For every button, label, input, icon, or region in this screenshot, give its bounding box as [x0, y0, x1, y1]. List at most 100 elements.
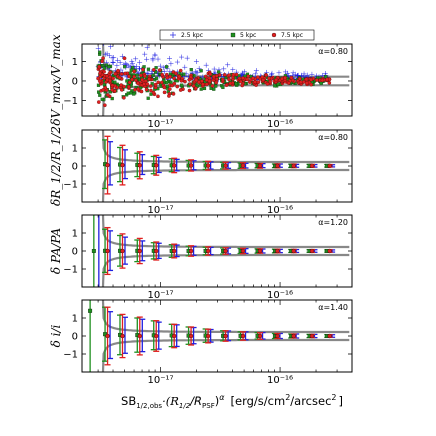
scatter-point-7-5-kpc [298, 80, 303, 85]
scatter-point-7-5-kpc [122, 84, 126, 89]
scatter-point-5-kpc [169, 80, 173, 84]
scatter-point-7-5-kpc [103, 103, 107, 108]
scatter-point-7-5-kpc [210, 84, 215, 88]
xlabel-sub2: 1/2 [179, 402, 191, 410]
scatter-point-5-kpc [102, 82, 106, 87]
scatter-point-7-5-kpc [245, 77, 250, 82]
scatter-point-7-5-kpc [274, 77, 279, 82]
envelope-curve-lower [101, 168, 350, 202]
scatter-point-5-kpc [126, 91, 130, 95]
legend-label-2-5-kpc: 2.5 kpc [181, 32, 203, 39]
scatter-point-7-5-kpc [304, 77, 309, 82]
scatter-point-5-kpc [107, 65, 111, 69]
plot-area [91, 215, 350, 287]
marker-7-5-kpc [309, 248, 315, 254]
marker-7-5-kpc [172, 333, 177, 339]
y-tick-label: 0 [72, 332, 78, 343]
alpha-annotation: α=0.80 [318, 47, 348, 56]
x-tick-label: 10⁻¹⁷ [148, 290, 174, 301]
legend-label-7-5-kpc: 7.5 kpc [281, 32, 303, 39]
scatter-point-7-5-kpc [178, 68, 183, 73]
scatter-point-5-kpc [165, 80, 169, 85]
scatter-point-5-kpc [113, 80, 117, 84]
marker-5-kpc [88, 308, 93, 313]
scatter-point-7-5-kpc [267, 76, 271, 81]
x-tick-label: 10⁻¹⁷ [148, 119, 174, 130]
scatter-point-7-5-kpc [298, 76, 302, 81]
legend: 2.5 kpc 5 kpc 7.5 kpc [159, 29, 315, 41]
plot-area [101, 130, 350, 202]
scatter-point-5-kpc [125, 93, 129, 97]
scatter-point-7-5-kpc [130, 77, 134, 82]
scatter-point-7-5-kpc [102, 69, 106, 74]
scatter-point-5-kpc [164, 65, 169, 69]
marker-7-5-kpc [105, 162, 110, 168]
scatter-point-5-kpc [110, 96, 114, 101]
panel-2: −1 0 1 10⁻¹⁷ 10⁻¹⁶ α=0.80 δR_1/2/R_1/2 [49, 126, 353, 216]
scatter-point-7-5-kpc [207, 79, 212, 84]
marker-7-5-kpc [309, 163, 315, 168]
scatter-point-5-kpc [199, 69, 203, 73]
scatter-point-7-5-kpc [108, 78, 112, 83]
scatter-point-7-5-kpc [172, 76, 176, 81]
scatter-point-7-5-kpc [251, 76, 255, 81]
scatter-point-7-5-kpc [231, 72, 236, 77]
y-axis-label: δR_1/2/R_1/2 [49, 126, 63, 206]
scatter-point-5-kpc [132, 92, 136, 96]
scatter-point-7-5-kpc [149, 88, 153, 93]
scatter-point-7-5-kpc [117, 75, 122, 80]
scatter-point-7-5-kpc [217, 73, 222, 77]
scatter-point-5-kpc [324, 75, 328, 79]
scatter-point-7-5-kpc [108, 75, 112, 79]
marker-5-kpc [91, 249, 96, 253]
scatter-point-5-kpc [234, 81, 238, 86]
marker-7-5-kpc [257, 248, 263, 254]
marker-7-5-kpc [188, 163, 194, 168]
marker-7-5-kpc [172, 163, 177, 168]
scatter-point-5-kpc [129, 68, 133, 72]
scatter-point-7-5-kpc [256, 75, 260, 79]
scatter-point-7-5-kpc [215, 77, 219, 81]
scatter-point-7-5-kpc [167, 94, 171, 98]
scatter-point-7-5-kpc [200, 79, 204, 83]
marker-7-5-kpc [137, 248, 142, 254]
scatter-point-7-5-kpc [194, 78, 199, 82]
marker-7-5-kpc [137, 163, 142, 168]
scatter-point-5-kpc [217, 70, 221, 74]
marker-7-5-kpc [188, 333, 194, 339]
scatter-point-7-5-kpc [132, 69, 136, 74]
scatter-point-7-5-kpc [238, 79, 243, 84]
scatter-point-7-5-kpc [320, 78, 325, 83]
y-tick-label: 1 [72, 314, 78, 325]
scatter-point-7-5-kpc [227, 77, 231, 82]
scatter-point-7-5-kpc [208, 72, 213, 77]
xlabel-units-sup2: 2 [331, 393, 336, 402]
x-tick-label: 10⁻¹⁶ [267, 290, 293, 301]
scatter-point-7-5-kpc [177, 74, 182, 79]
scatter-point-7-5-kpc [286, 81, 291, 85]
marker-7-5-kpc [223, 333, 228, 339]
y-tick-label: 1 [72, 229, 78, 240]
scatter-point-5-kpc [135, 73, 139, 77]
x-tick-label: 10⁻¹⁶ [267, 119, 293, 130]
legend-label-5-kpc: 5 kpc [240, 32, 256, 39]
marker-7-5-kpc [223, 163, 228, 168]
marker-7-5-kpc [205, 163, 211, 168]
scatter-point-7-5-kpc [97, 79, 102, 83]
scatter-point-7-5-kpc [122, 95, 126, 100]
scatter-point-7-5-kpc [214, 80, 219, 85]
xlabel-units: [erg/s/cm [231, 394, 286, 408]
scatter-point-7-5-kpc [160, 80, 164, 85]
marker-7-5-kpc [205, 333, 211, 339]
xlabel-main: SB [121, 394, 136, 408]
scatter-point-7-5-kpc [127, 80, 132, 85]
panel-1: −1 0 1 10⁻¹⁷ 10⁻¹⁶ α=0.80 δV_max/V_max [49, 34, 353, 130]
scatter-point-7-5-kpc [105, 74, 109, 78]
scatter-point-5-kpc [98, 93, 102, 97]
scatter-point-5-kpc [319, 81, 323, 85]
panel-frame [81, 43, 353, 117]
x-tick-label: 10⁻¹⁶ [267, 375, 293, 386]
scatter-point-7-5-kpc [201, 82, 205, 87]
scatter-point-5-kpc [179, 83, 184, 87]
scatter-point-7-5-kpc [194, 86, 198, 90]
